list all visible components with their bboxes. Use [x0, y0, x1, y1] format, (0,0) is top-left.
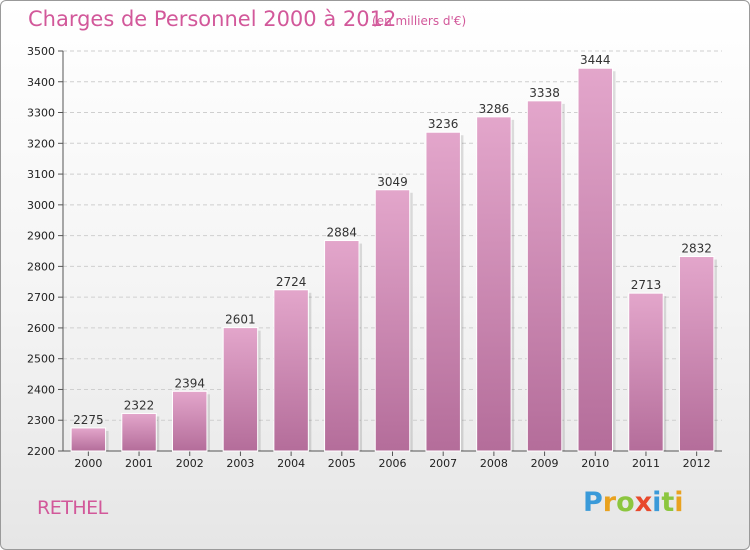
- y-tick-label: 3400: [27, 76, 55, 89]
- y-tick-label: 2500: [27, 353, 55, 366]
- y-tick-label: 2200: [27, 445, 55, 458]
- data-labels: 2275 2322 2394 2601 2724 2884 3049 3236 3286 3338…: [73, 53, 712, 427]
- logo-letter: x: [634, 487, 653, 518]
- bar: [577, 67, 614, 452]
- y-tick-label: 2700: [27, 291, 55, 304]
- data-label: 2601: [225, 313, 256, 327]
- x-tick-label: 2003: [226, 457, 254, 470]
- x-tick-label: 2008: [480, 457, 508, 470]
- x-tick-label: 2001: [125, 457, 153, 470]
- logo-letter: o: [616, 487, 635, 518]
- commune-name: RETHEL: [37, 497, 108, 519]
- y-tick-label: 2800: [27, 260, 55, 273]
- y-tick-label: 3300: [27, 107, 55, 120]
- data-label: 2884: [327, 226, 358, 240]
- axes: 2200 2300 2400 2500 2600 2700 2800 2900 3000 3100…: [27, 45, 722, 470]
- proxiti-logo[interactable]: Proxiti: [583, 487, 684, 518]
- x-tick-label: 2000: [74, 457, 102, 470]
- data-label: 2322: [124, 398, 155, 412]
- bar: [222, 327, 259, 452]
- bars: [70, 67, 717, 452]
- x-tick-label: 2011: [632, 457, 660, 470]
- bar: [678, 256, 715, 452]
- logo-letter: P: [583, 487, 603, 518]
- y-tick-label: 3500: [27, 45, 55, 58]
- y-tick-label: 2900: [27, 230, 55, 243]
- logo-letter: i: [674, 487, 684, 518]
- data-label: 2724: [276, 275, 307, 289]
- chart-subtitle: (en milliers d'€): [372, 14, 467, 28]
- y-tick-label: 3000: [27, 199, 55, 212]
- bar: [526, 100, 563, 452]
- y-tick-label: 2600: [27, 322, 55, 335]
- x-tick-label: 2007: [429, 457, 457, 470]
- y-tick-label: 2300: [27, 414, 55, 427]
- data-label: 2713: [631, 278, 662, 292]
- y-tick-label: 2400: [27, 383, 55, 396]
- logo-letter: t: [661, 487, 675, 518]
- data-label: 2275: [73, 413, 104, 427]
- bar: [476, 116, 512, 452]
- bar: [121, 412, 157, 452]
- x-tick-label: 2002: [176, 457, 204, 470]
- bar: [425, 131, 461, 452]
- data-label: 2394: [174, 376, 205, 390]
- bar: [324, 240, 360, 452]
- bar: [70, 427, 107, 452]
- logo-letter: r: [602, 487, 617, 518]
- x-tick-label: 2009: [531, 457, 559, 470]
- data-label: 3444: [580, 53, 611, 67]
- bar: [374, 189, 411, 452]
- data-label: 3338: [529, 86, 560, 100]
- data-label: 3286: [479, 102, 510, 116]
- bar: [171, 390, 208, 452]
- data-label: 3049: [377, 175, 408, 189]
- y-tick-label: 3200: [27, 137, 55, 150]
- logo-letter: i: [652, 487, 662, 518]
- data-label: 2832: [681, 242, 712, 256]
- x-tick-label: 2010: [581, 457, 609, 470]
- bar: [273, 289, 309, 452]
- x-tick-label: 2005: [328, 457, 356, 470]
- y-tick-label: 3100: [27, 168, 55, 181]
- x-tick-label: 2004: [277, 457, 305, 470]
- x-tick-label: 2012: [683, 457, 711, 470]
- x-tick-label: 2006: [379, 457, 407, 470]
- chart-title: Charges de Personnel 2000 à 2012: [28, 7, 397, 31]
- data-label: 3236: [428, 117, 459, 131]
- bar: [628, 292, 664, 452]
